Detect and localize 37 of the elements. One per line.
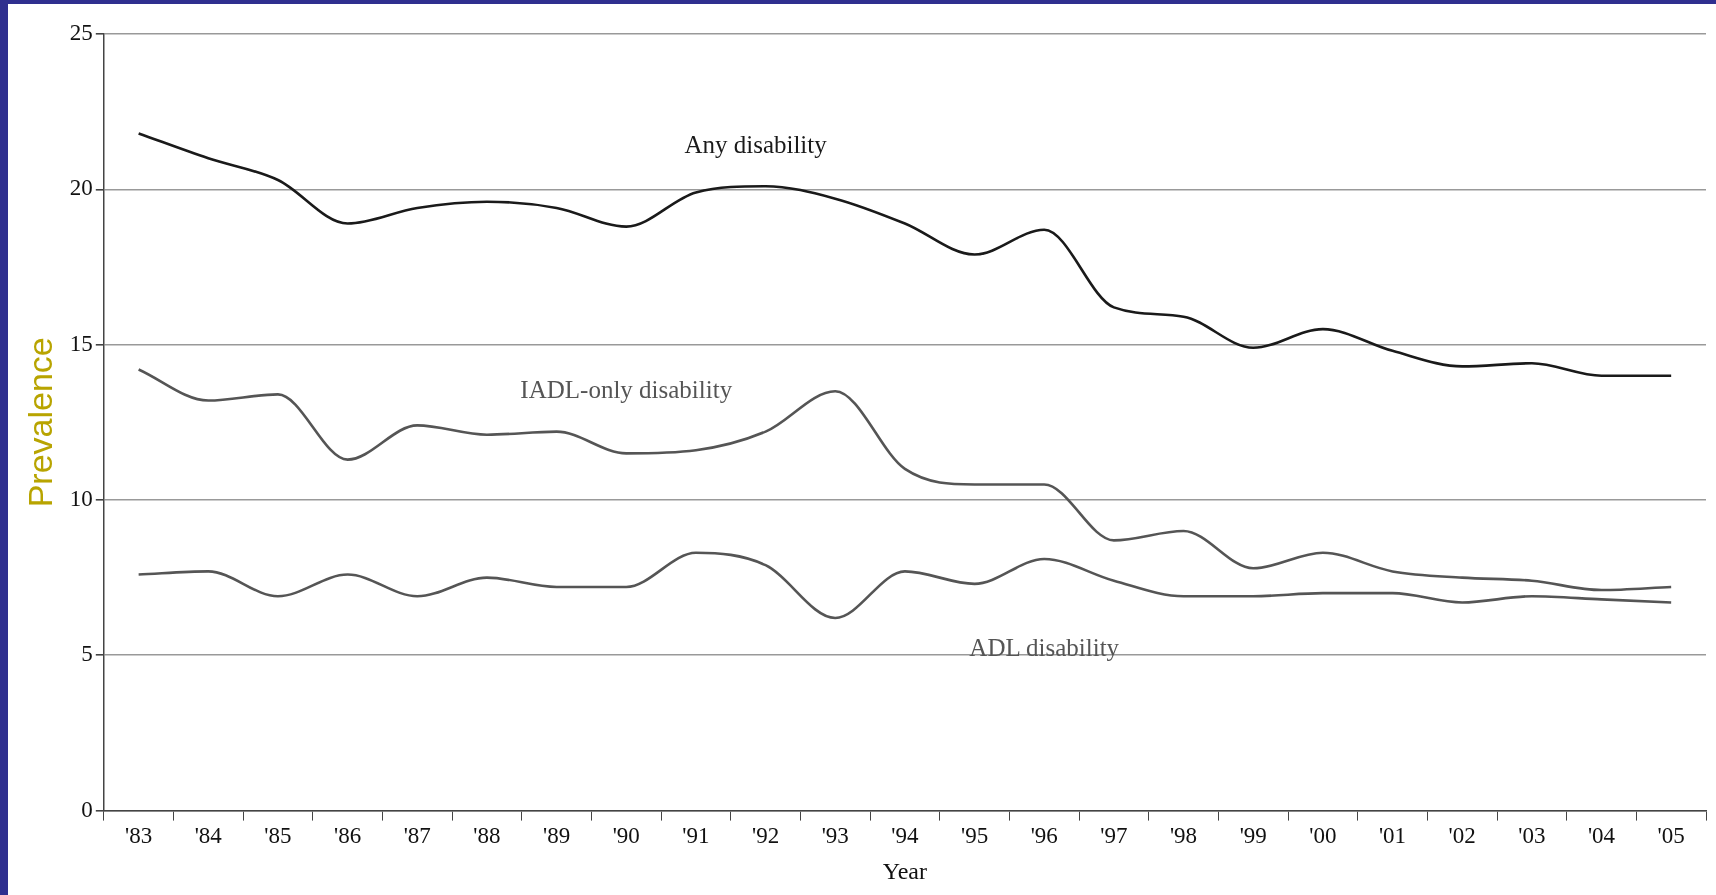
x-tick-label: '91 [682,823,710,849]
y-tick-label: 15 [69,330,93,356]
y-axis-title: Prevalence [20,337,59,508]
series-label: ADL disability [969,633,1120,661]
line-series [137,551,1673,620]
x-tick-label: '86 [334,823,362,849]
x-tick-label: '99 [1239,823,1267,849]
series-label: Any disability [684,130,828,158]
x-tick-label: '85 [264,823,292,849]
y-tick-label: 20 [69,175,93,201]
x-tick-label: '01 [1378,823,1407,849]
x-tick-label: '90 [612,823,640,849]
x-axis-title: Year [882,857,928,884]
x-tick-label: '03 [1518,823,1546,849]
x-tick-label: '02 [1448,823,1476,849]
x-tick-label: '04 [1587,823,1616,849]
x-tick-label: '98 [1169,823,1198,849]
series-label: IADL-only disability [520,375,733,403]
line-series [137,368,1673,592]
x-tick-label: '94 [891,823,919,849]
x-tick-label: '95 [960,823,989,849]
x-tick-label: '93 [821,823,849,849]
x-tick-label: '96 [1030,823,1058,849]
x-tick-label: '87 [403,823,431,849]
x-tick-label: '00 [1309,823,1337,849]
y-tick-label: 10 [69,486,93,512]
x-tick-label: '83 [125,823,153,849]
line-series [137,132,1673,377]
x-tick-label: '92 [752,823,780,849]
y-tick-label: 25 [69,20,93,46]
x-tick-label: '89 [543,823,571,849]
x-tick-label: '05 [1657,823,1685,849]
x-tick-label: '84 [194,823,223,849]
x-tick-label: '88 [473,823,501,849]
y-tick-label: 0 [81,796,93,822]
y-tick-label: 5 [81,641,93,667]
x-tick-label: '97 [1100,823,1128,849]
